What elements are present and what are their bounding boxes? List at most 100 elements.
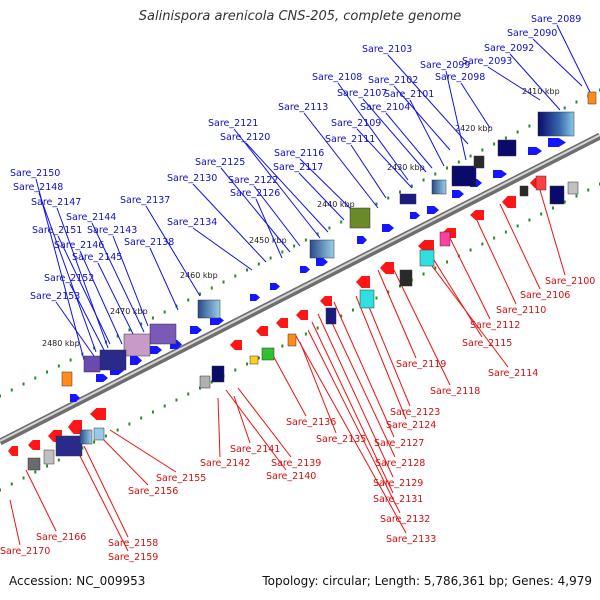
reverse-gene-arrow (502, 196, 516, 208)
lower-gene-label: Sare_2100 (545, 276, 595, 287)
guide-tick (234, 274, 237, 278)
reverse-gene-arrow (356, 276, 370, 288)
lower-gene-label: Sare_2118 (430, 386, 480, 397)
lower-leader-line (445, 229, 491, 320)
guide-tick (34, 470, 37, 474)
upper-gene-label: Sare_2126 (230, 188, 280, 199)
lower-leader-line (77, 451, 129, 552)
upper-leader-line (57, 235, 111, 345)
upper-leader-line (556, 24, 591, 93)
topology-label: Topology: circular; Length: 5,786,361 bp… (262, 574, 592, 588)
lower-leader-line (325, 309, 396, 458)
reverse-gene-arrow (256, 326, 268, 336)
lower-leader-line (237, 387, 292, 458)
guide-tick (116, 334, 119, 338)
scale-tick-label: 2430 kbp (387, 163, 425, 172)
upper-leader-line (38, 192, 97, 353)
lower-leader-line (333, 301, 395, 438)
upper-gene-label: Sare_2113 (278, 102, 328, 113)
guide-tick (304, 238, 307, 242)
reverse-gene-arrow (230, 340, 242, 350)
upper-leader-line (56, 207, 109, 349)
guide-tick (446, 260, 449, 264)
upper-leader-line (255, 198, 283, 259)
upper-leader-line (112, 235, 149, 327)
guide-tick (446, 166, 449, 170)
guide-tick (151, 316, 154, 320)
upper-gene-label: Sare_2125 (195, 157, 245, 168)
guide-tick (528, 218, 531, 222)
guide-tick (10, 388, 13, 392)
upper-gene-label: Sare_2103 (362, 44, 412, 55)
forward-gene-arrow (96, 374, 108, 382)
reverse-gene-box (399, 269, 413, 287)
upper-leader-line (299, 158, 357, 215)
guide-tick (457, 160, 460, 164)
forward-gene-arrow (548, 138, 566, 147)
upper-gene-label: Sare_2108 (312, 72, 362, 83)
lower-gene-label: Sare_2133 (386, 534, 436, 545)
upper-leader-line (55, 301, 95, 357)
guide-tick (504, 230, 507, 234)
guide-tick (387, 290, 390, 294)
guide-tick (399, 190, 401, 194)
upper-gene-label: Sare_2150 (10, 168, 60, 179)
reverse-gene-box (359, 289, 375, 309)
guide-tick (175, 398, 178, 402)
guide-tick (187, 298, 190, 302)
lower-gene-label: Sare_2115 (462, 338, 512, 349)
guide-tick (434, 266, 437, 270)
guide-tick (351, 308, 354, 312)
guide-tick (281, 344, 284, 348)
forward-gene-box (83, 355, 101, 373)
forward-gene-box (197, 299, 221, 319)
scale-tick-label: 2450 kbp (249, 236, 287, 245)
reverse-gene-arrow (90, 408, 106, 420)
lower-gene-label: Sare_2106 (520, 290, 570, 301)
guide-tick (575, 194, 578, 198)
upper-gene-label: Sare_2109 (331, 118, 381, 129)
lower-gene-label: Sare_2170 (0, 546, 50, 557)
lower-gene-label: Sare_2136 (286, 417, 336, 428)
guide-tick (504, 136, 507, 140)
forward-gene-box (431, 179, 447, 195)
guide-tick (540, 212, 543, 216)
scale-tick-label: 2480 kbp (42, 339, 80, 348)
guide-tick (316, 326, 319, 330)
forward-gene-box (587, 91, 597, 105)
guide-tick (104, 434, 107, 438)
genome-backbone-highlight (0, 134, 600, 442)
reverse-gene-box (439, 231, 451, 247)
reverse-gene-box (55, 435, 83, 457)
upper-leader-line (91, 222, 145, 333)
upper-leader-line (393, 85, 451, 151)
lower-gene-label: Sare_2139 (271, 458, 321, 469)
lower-leader-line (109, 429, 177, 473)
upper-gene-label: Sare_2098 (435, 72, 485, 83)
forward-gene-arrow (300, 266, 310, 273)
guide-tick (128, 328, 131, 332)
lower-leader-line (295, 335, 407, 534)
lower-leader-line (299, 341, 337, 434)
upper-leader-line (192, 183, 267, 263)
guide-tick (257, 262, 260, 266)
guide-tick (316, 232, 319, 236)
lower-gene-label: Sare_2166 (36, 532, 86, 543)
scale-tick-label: 2440 kbp (317, 200, 355, 209)
guide-tick (422, 178, 425, 182)
upper-leader-line (245, 142, 329, 233)
lower-leader-line (83, 445, 129, 538)
lower-gene-label: Sare_2132 (380, 514, 430, 525)
guide-tick (22, 476, 25, 480)
upper-gene-label: Sare_2122 (228, 175, 278, 186)
upper-leader-line (303, 112, 379, 209)
scale-tick-label: 2410 kbp (522, 87, 560, 96)
upper-leader-line (509, 53, 561, 111)
upper-gene-label: Sare_2111 (325, 134, 375, 145)
reverse-gene-box (199, 375, 211, 389)
forward-gene-box (399, 193, 417, 205)
guide-tick (93, 440, 96, 444)
lower-gene-label: Sare_2159 (108, 552, 158, 563)
